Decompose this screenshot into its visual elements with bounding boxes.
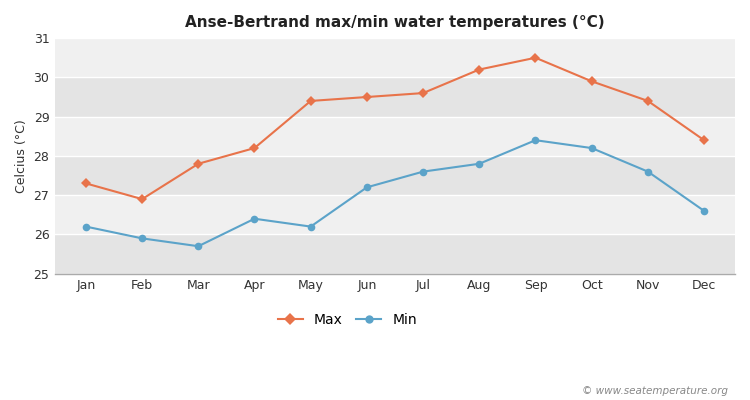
Min bbox=[362, 185, 371, 190]
Min bbox=[82, 224, 91, 229]
Max bbox=[587, 79, 596, 84]
Max bbox=[250, 146, 259, 150]
Min bbox=[194, 244, 202, 249]
Max bbox=[531, 55, 540, 60]
Bar bbox=[55, 195, 735, 234]
Min bbox=[419, 169, 428, 174]
Min bbox=[531, 138, 540, 143]
Text: © www.seatemperature.org: © www.seatemperature.org bbox=[581, 386, 728, 396]
Min bbox=[250, 216, 259, 221]
Bar bbox=[55, 234, 735, 274]
Max bbox=[82, 181, 91, 186]
Title: Anse-Bertrand max/min water temperatures (°C): Anse-Bertrand max/min water temperatures… bbox=[185, 15, 604, 30]
Legend: Max, Min: Max, Min bbox=[272, 308, 423, 333]
Max bbox=[700, 138, 709, 143]
Min bbox=[587, 146, 596, 150]
Max bbox=[137, 197, 146, 202]
Max bbox=[475, 67, 484, 72]
Min bbox=[644, 169, 652, 174]
Bar bbox=[55, 156, 735, 195]
Max bbox=[362, 95, 371, 100]
Bar bbox=[55, 38, 735, 77]
Min bbox=[137, 236, 146, 241]
Bar bbox=[55, 117, 735, 156]
Max bbox=[419, 91, 428, 96]
Line: Max: Max bbox=[82, 54, 708, 203]
Max bbox=[644, 98, 652, 103]
Y-axis label: Celcius (°C): Celcius (°C) bbox=[15, 119, 28, 193]
Min bbox=[700, 208, 709, 213]
Bar bbox=[55, 77, 735, 117]
Line: Min: Min bbox=[82, 136, 708, 250]
Min bbox=[475, 161, 484, 166]
Max bbox=[306, 98, 315, 103]
Min bbox=[306, 224, 315, 229]
Max bbox=[194, 161, 202, 166]
